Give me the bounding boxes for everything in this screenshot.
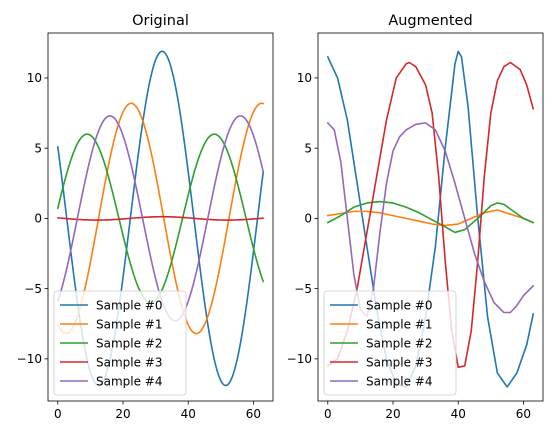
- series-line-4: [56, 115, 265, 322]
- legend-label: Sample #0: [96, 298, 163, 312]
- y-tick-label: 10: [297, 71, 312, 85]
- legend-label: Sample #1: [96, 317, 163, 331]
- series-line-1: [326, 209, 535, 227]
- y-tick-label: −5: [24, 282, 42, 296]
- series-line-1: [56, 102, 265, 335]
- chart-title: Original: [132, 13, 189, 29]
- legend-label: Sample #3: [366, 355, 433, 369]
- legend-label: Sample #2: [96, 336, 163, 350]
- x-tick-label: 40: [451, 407, 466, 421]
- axes-frame: [47, 32, 274, 402]
- legend: Sample #0 Sample #1 Sample #2 Sample #3 Samp…: [323, 290, 457, 396]
- series-line-4: [326, 122, 535, 318]
- y-tick-label: −5: [294, 282, 312, 296]
- y-tick-label: 5: [304, 141, 312, 155]
- legend-label: Sample #1: [366, 317, 433, 331]
- legend-box: [323, 290, 457, 396]
- x-tick-label: 40: [181, 407, 196, 421]
- y-tick-label: −10: [17, 352, 42, 366]
- x-tick-label: 20: [385, 407, 400, 421]
- axes-frame: [317, 32, 544, 402]
- y-tick-label: 10: [27, 71, 42, 85]
- x-tick-label: 0: [54, 407, 62, 421]
- x-tick-label: 20: [115, 407, 130, 421]
- y-tick-label: −10: [287, 352, 312, 366]
- series-line-2: [326, 200, 535, 234]
- legend-label: Sample #0: [366, 298, 433, 312]
- legend-box: [53, 290, 187, 396]
- legend: Sample #0 Sample #1 Sample #2 Sample #3 Samp…: [53, 290, 187, 396]
- chart-title: Augmented: [388, 13, 472, 29]
- y-tick-label: 0: [304, 212, 312, 226]
- legend-label: Sample #4: [366, 374, 433, 388]
- x-tick-label: 60: [516, 407, 531, 421]
- series-line-3: [56, 215, 265, 221]
- x-tick-label: 0: [324, 407, 332, 421]
- legend-label: Sample #3: [96, 355, 163, 369]
- series-line-3: [326, 61, 535, 369]
- y-tick-label: 5: [34, 141, 42, 155]
- legend-label: Sample #2: [366, 336, 433, 350]
- x-tick-label: 60: [246, 407, 261, 421]
- series-line-2: [56, 133, 265, 304]
- y-tick-label: 0: [34, 212, 42, 226]
- legend-label: Sample #4: [96, 374, 163, 388]
